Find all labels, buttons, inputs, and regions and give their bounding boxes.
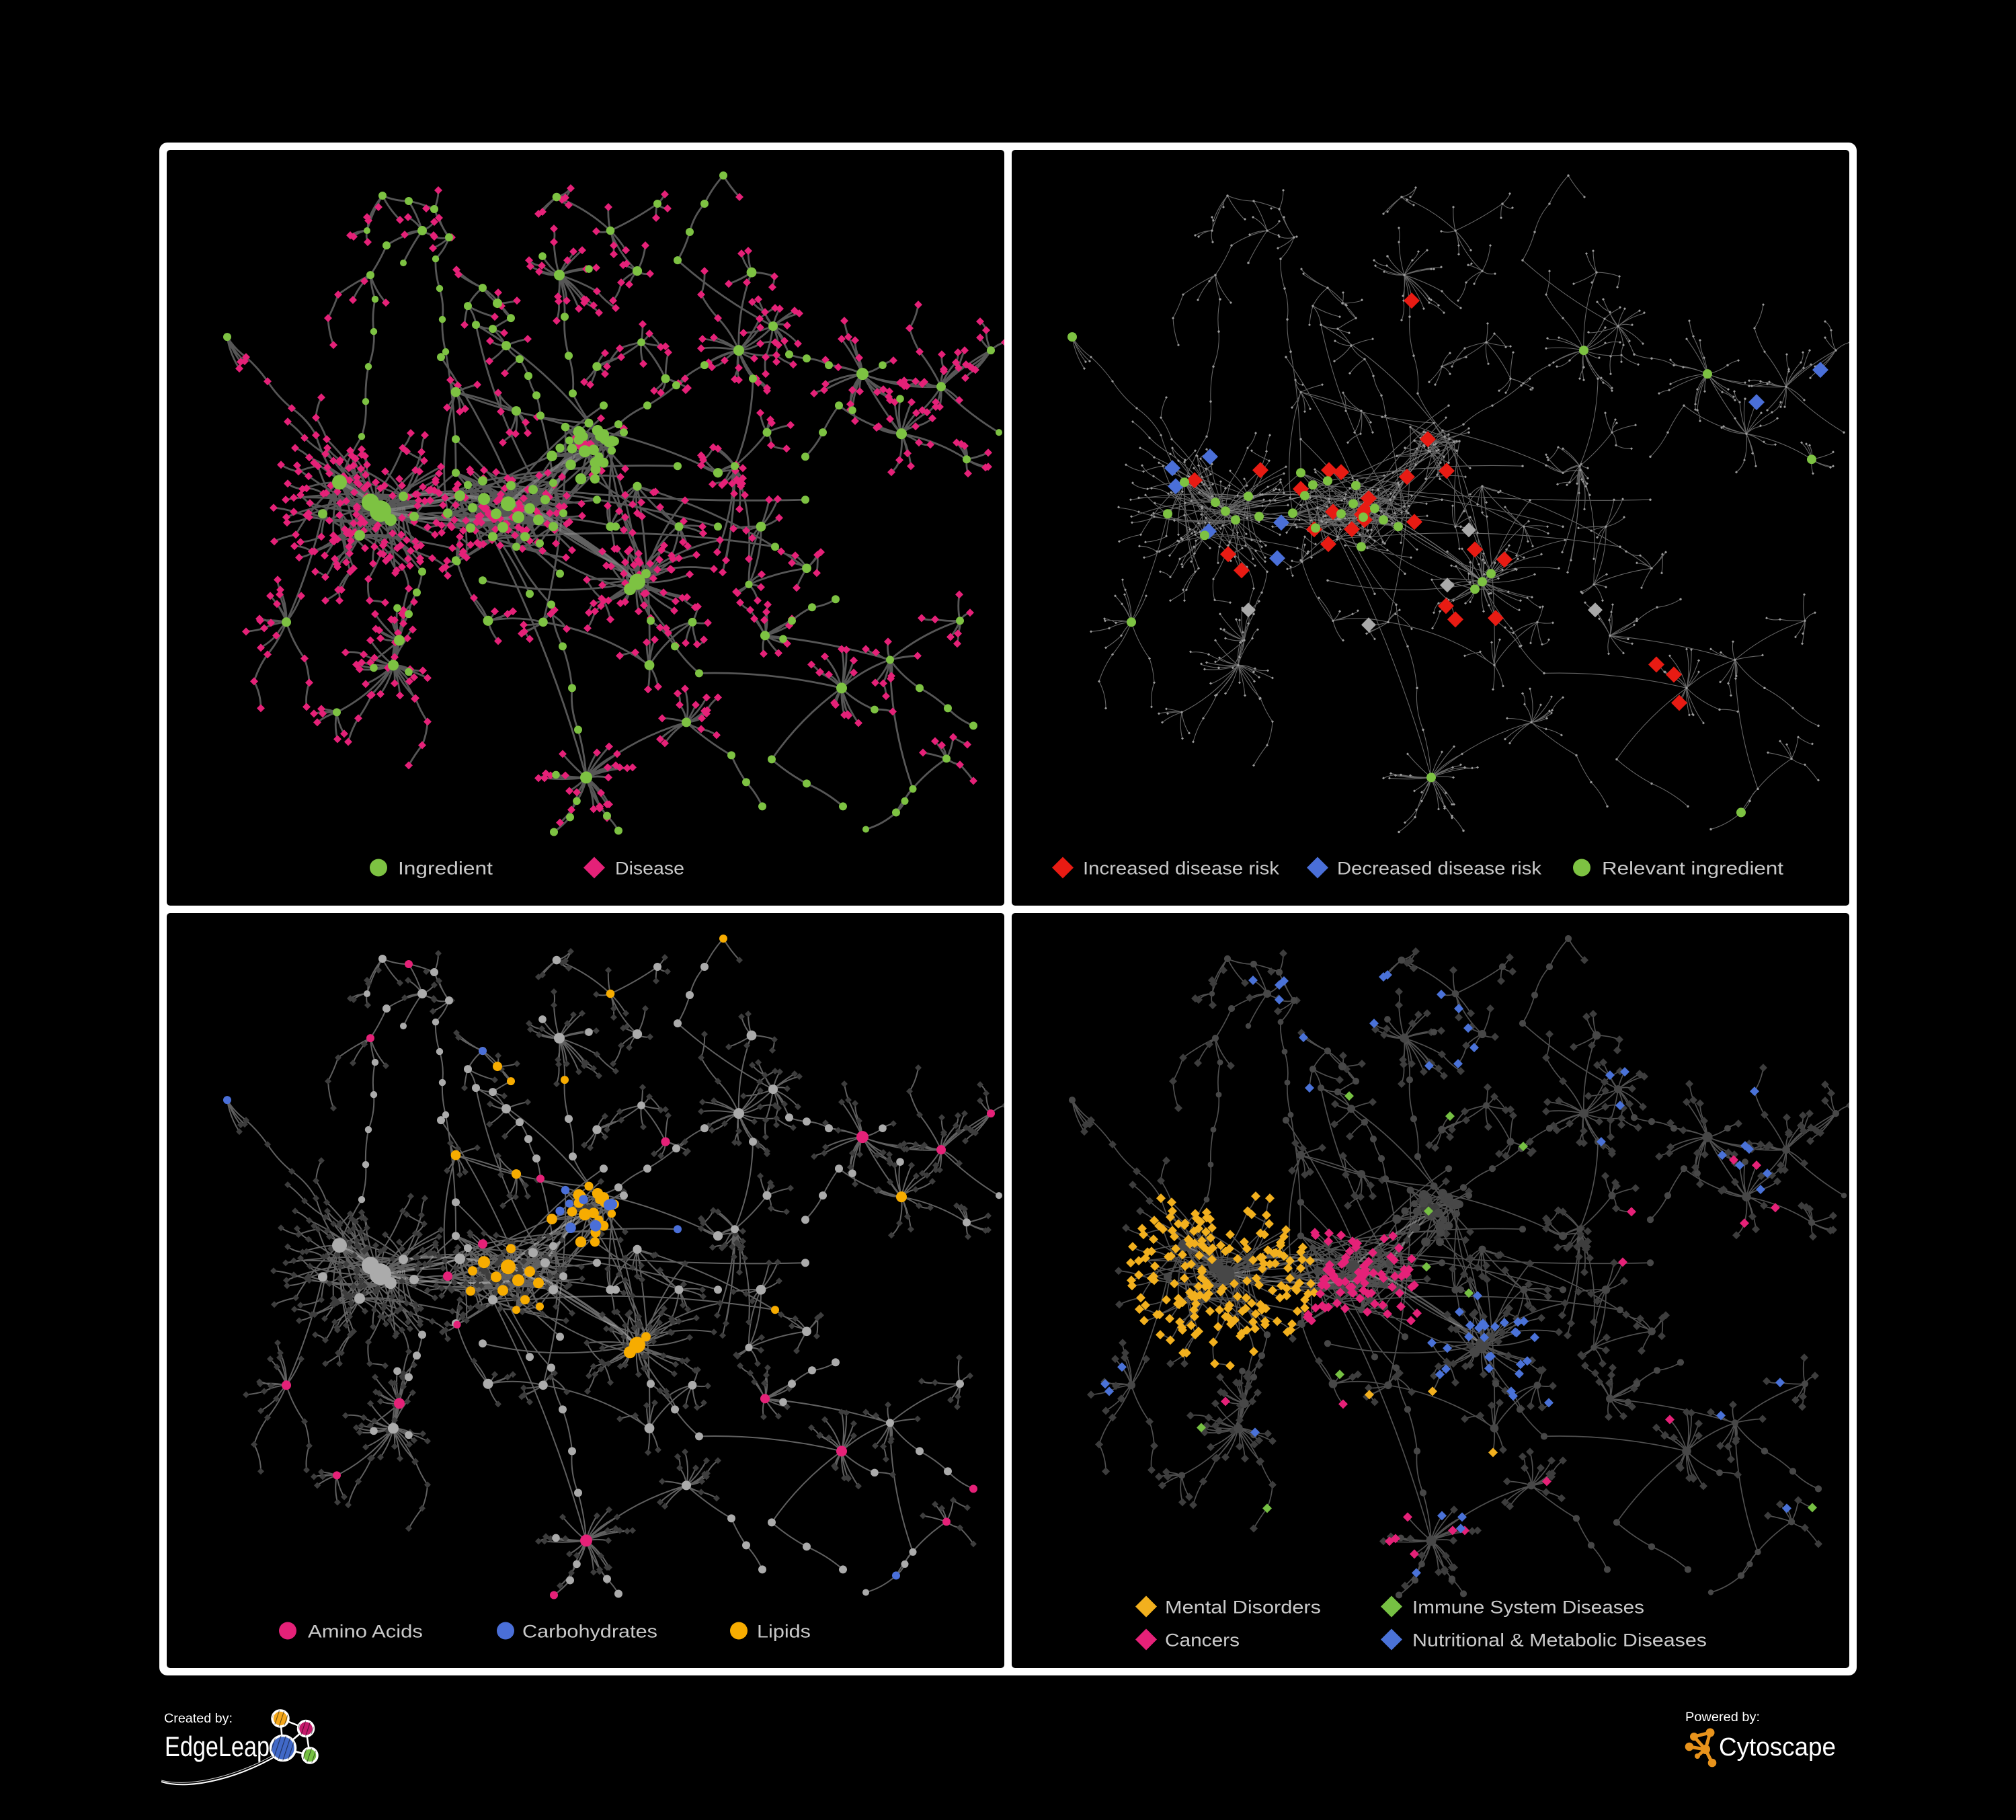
svg-text:Nutritional & Metabolic Diseas: Nutritional & Metabolic Diseases (1412, 1630, 1707, 1650)
svg-text:Carbohydrates: Carbohydrates (522, 1621, 657, 1641)
svg-text:Mental Disorders: Mental Disorders (1165, 1597, 1321, 1617)
svg-text:Cytoscape: Cytoscape (1719, 1733, 1836, 1762)
svg-text:Immune System Diseases: Immune System Diseases (1412, 1597, 1644, 1617)
svg-text:Amino Acids: Amino Acids (308, 1621, 423, 1641)
svg-text:EdgeLeap: EdgeLeap (165, 1731, 270, 1762)
svg-text:Disease: Disease (615, 858, 684, 878)
svg-text:Relevant ingredient: Relevant ingredient (1602, 858, 1784, 878)
svg-text:Cancers: Cancers (1165, 1630, 1240, 1650)
svg-text:Created by:: Created by: (164, 1712, 233, 1726)
svg-text:Lipids: Lipids (757, 1621, 811, 1641)
svg-text:Decreased disease risk: Decreased disease risk (1337, 858, 1542, 878)
svg-text:Powered by:: Powered by: (1685, 1710, 1760, 1725)
svg-text:Increased disease risk: Increased disease risk (1083, 858, 1280, 878)
svg-text:Ingredient: Ingredient (398, 858, 493, 878)
